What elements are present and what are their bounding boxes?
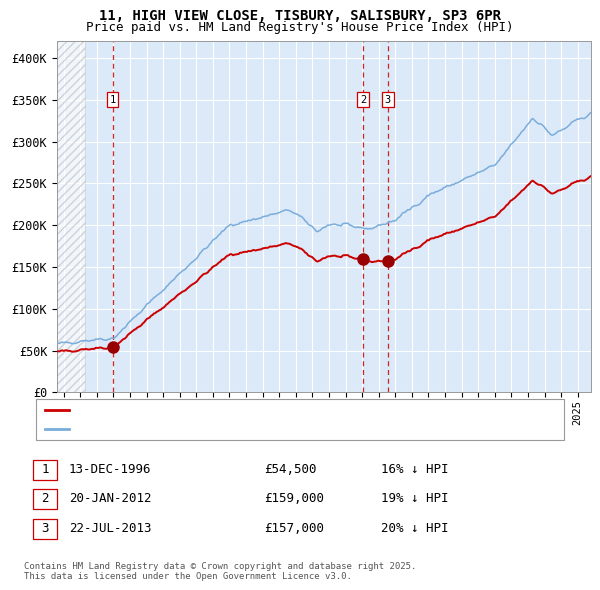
Text: 1: 1 bbox=[41, 463, 49, 476]
Text: 2: 2 bbox=[41, 492, 49, 505]
Text: Contains HM Land Registry data © Crown copyright and database right 2025.
This d: Contains HM Land Registry data © Crown c… bbox=[24, 562, 416, 581]
Text: 16% ↓ HPI: 16% ↓ HPI bbox=[381, 463, 449, 476]
Text: 3: 3 bbox=[385, 95, 391, 105]
Text: HPI: Average price, semi-detached house, Wiltshire: HPI: Average price, semi-detached house,… bbox=[75, 424, 375, 434]
Text: 2: 2 bbox=[360, 95, 366, 105]
Text: 1: 1 bbox=[110, 95, 116, 105]
Text: 13-DEC-1996: 13-DEC-1996 bbox=[69, 463, 151, 476]
Text: 22-JUL-2013: 22-JUL-2013 bbox=[69, 522, 151, 535]
Text: 11, HIGH VIEW CLOSE, TISBURY, SALISBURY, SP3 6PR: 11, HIGH VIEW CLOSE, TISBURY, SALISBURY,… bbox=[99, 9, 501, 23]
Text: 20% ↓ HPI: 20% ↓ HPI bbox=[381, 522, 449, 535]
Text: 3: 3 bbox=[41, 522, 49, 535]
Text: Price paid vs. HM Land Registry's House Price Index (HPI): Price paid vs. HM Land Registry's House … bbox=[86, 21, 514, 34]
Text: 20-JAN-2012: 20-JAN-2012 bbox=[69, 492, 151, 505]
Text: £159,000: £159,000 bbox=[264, 492, 324, 505]
Text: £54,500: £54,500 bbox=[264, 463, 317, 476]
Bar bbox=[57, 41, 85, 392]
Text: £157,000: £157,000 bbox=[264, 522, 324, 535]
Text: 19% ↓ HPI: 19% ↓ HPI bbox=[381, 492, 449, 505]
Text: 11, HIGH VIEW CLOSE, TISBURY, SALISBURY, SP3 6PR (semi-detached house): 11, HIGH VIEW CLOSE, TISBURY, SALISBURY,… bbox=[75, 405, 495, 415]
